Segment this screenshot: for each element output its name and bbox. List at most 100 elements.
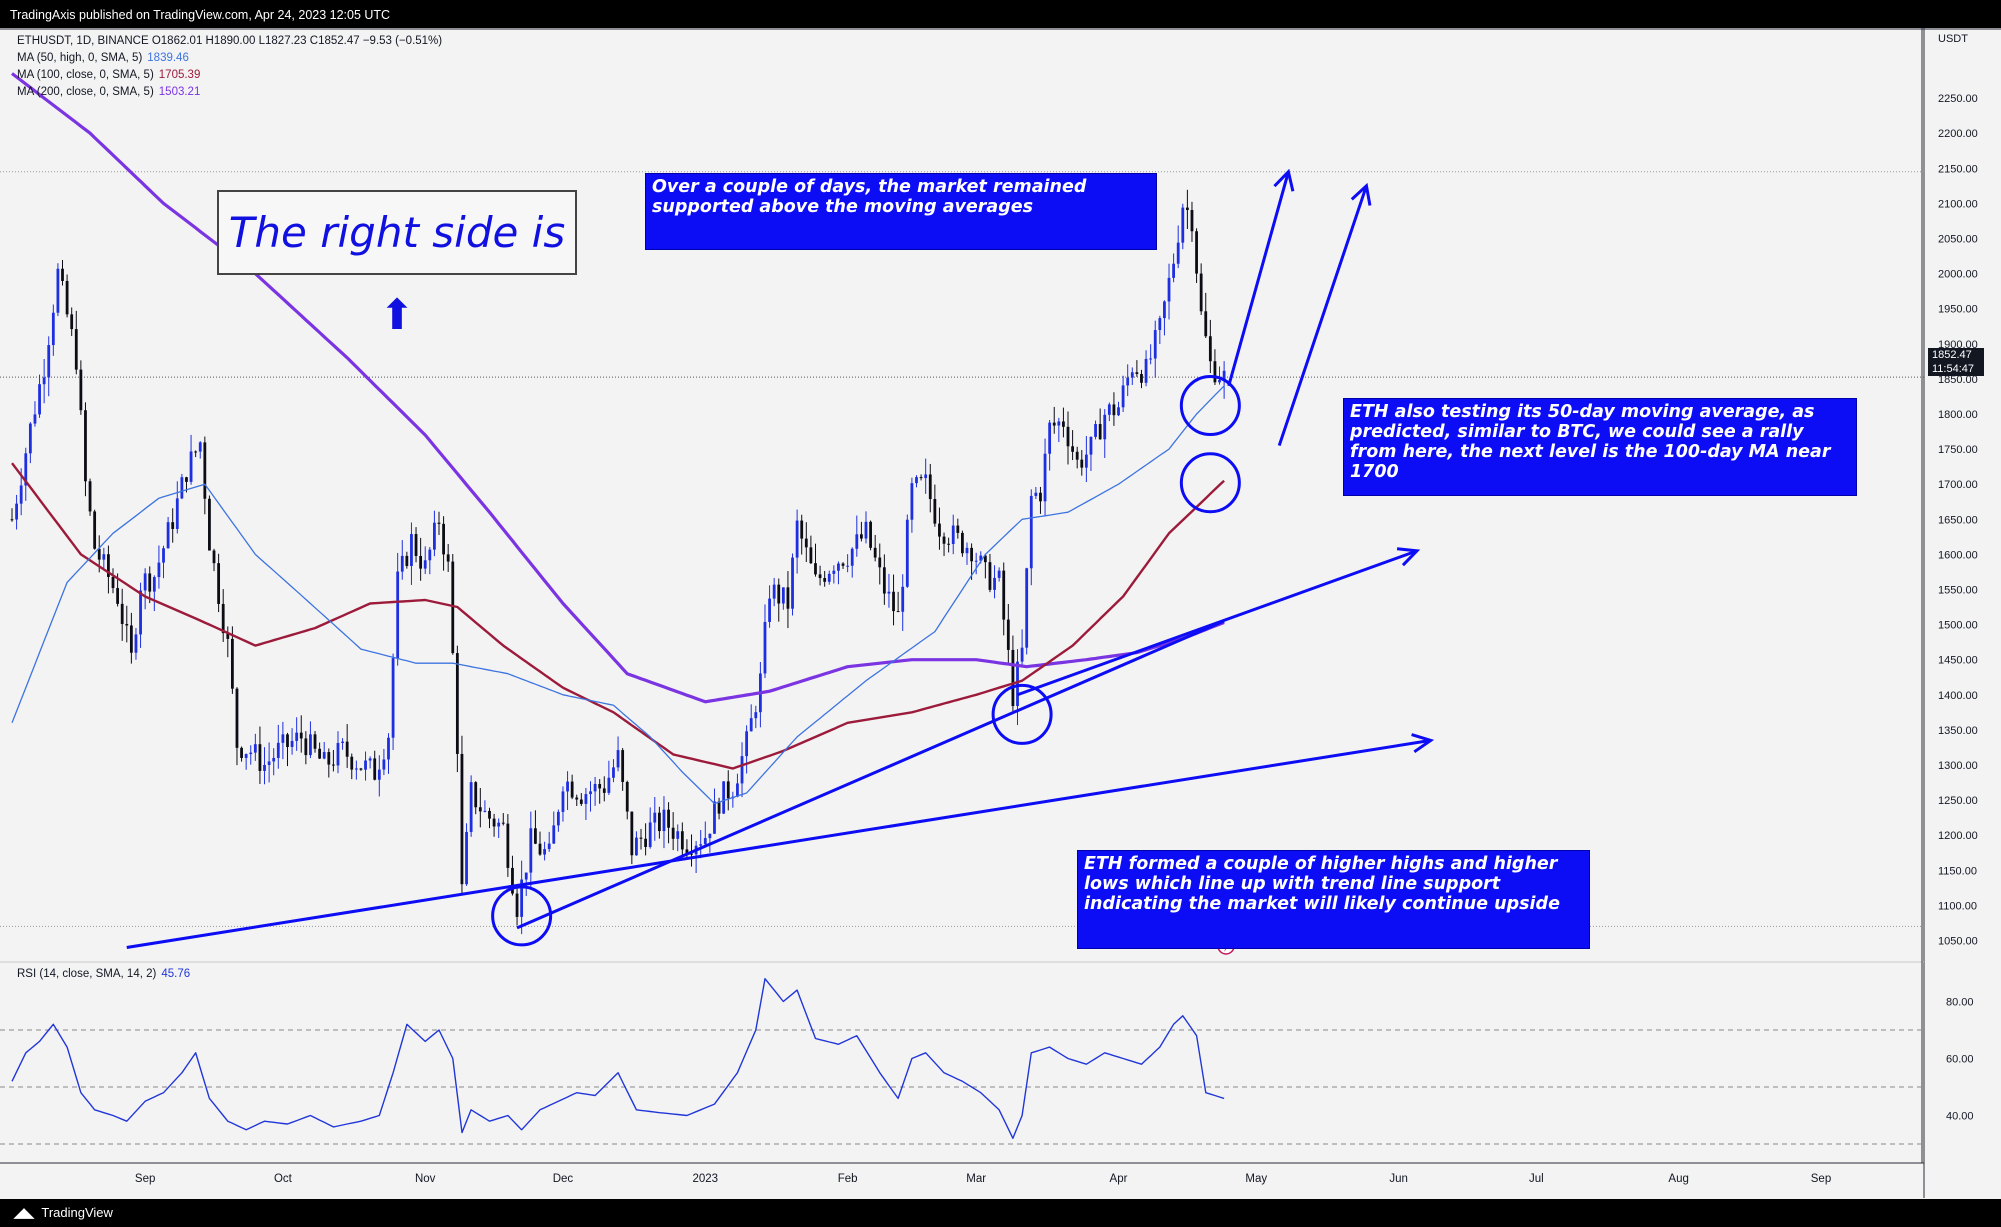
candle-body (1176, 242, 1180, 264)
candle-body (717, 801, 721, 814)
candle-body (1163, 301, 1166, 319)
candle-body (93, 511, 97, 549)
candle-body (561, 791, 565, 812)
time-tick-label: Oct (274, 1173, 293, 1185)
candle-body (212, 550, 216, 564)
candle-body (217, 563, 221, 604)
chart-area[interactable]: USDT 1050.00 1100.00 1150.00 1200.00 1250.00 1… (0, 28, 2001, 1199)
trendline-arrowhead (1396, 547, 1421, 567)
time-tick-label: Aug (1668, 1173, 1688, 1185)
candle-body (1153, 330, 1157, 359)
candle-body (322, 752, 326, 759)
candle-body (653, 812, 657, 823)
candle-body (88, 481, 92, 512)
ma200-value: 1503.21 (158, 86, 201, 98)
candle-body (61, 268, 64, 281)
candle-body (763, 621, 767, 674)
candle-body (832, 570, 836, 574)
price-tick-label: 1250.00 (1938, 795, 1978, 807)
candle-body (336, 742, 340, 766)
candle-body (809, 547, 813, 564)
ma200-legend[interactable]: MA (200, close, 0, SMA, 5) 1503.21 (17, 84, 200, 100)
candle-body (387, 737, 390, 760)
symbol-ohlc-text: ETHUSDT, 1D, BINANCE O1862.01 H1890.00 L… (17, 35, 443, 47)
candle-body (566, 781, 569, 792)
rsi-line (11, 978, 1225, 1139)
headline-text: The right side is (228, 208, 566, 257)
candle-body (451, 561, 455, 654)
price-tick-label: 1750.00 (1938, 444, 1978, 456)
candle-body (442, 523, 445, 555)
candle-body (258, 744, 262, 771)
candle-body (235, 688, 239, 748)
candle-body (286, 734, 289, 747)
candle-body (65, 280, 69, 315)
ma100-legend[interactable]: MA (100, close, 0, SMA, 5) 1705.39 (17, 67, 200, 83)
candle-body (423, 560, 427, 569)
price-tick-label: 1050.00 (1938, 935, 1978, 947)
candle-body (478, 807, 482, 812)
price-tick-label: 1800.00 (1938, 409, 1978, 421)
candle-body (901, 586, 905, 612)
candle-body (524, 872, 528, 880)
candle-body (1071, 446, 1075, 452)
candle-body (400, 555, 404, 572)
price-tick-label: 1650.00 (1938, 514, 1978, 526)
candle-body (345, 741, 349, 757)
candle-body (804, 538, 808, 548)
candle-body (1117, 407, 1120, 416)
time-tick-label: Feb (838, 1173, 858, 1185)
candle-body (102, 554, 106, 560)
candle-body (965, 547, 969, 554)
candle-body (240, 747, 243, 758)
price-tick-label: 1950.00 (1938, 304, 1978, 316)
candle-body (1144, 358, 1148, 383)
candle-body (662, 809, 666, 832)
candle-body (887, 591, 891, 594)
last-price: 1852.47 (1932, 349, 1972, 361)
candle-body (1190, 210, 1194, 232)
candle-body (299, 732, 303, 739)
candle-body (1213, 361, 1217, 383)
ma50-legend[interactable]: MA (50, high, 0, SMA, 5) 1839.46 (17, 50, 189, 66)
candle-body (534, 828, 537, 844)
ma50-line (11, 385, 1225, 805)
candle-body (713, 801, 716, 834)
candle-body (800, 520, 804, 539)
candle-body (589, 791, 592, 795)
candle-body (506, 823, 510, 868)
candle-body (882, 567, 886, 594)
candle-body (970, 547, 973, 562)
candle-body (639, 837, 643, 839)
candle-body (107, 554, 110, 577)
price-tick-label: 1200.00 (1938, 830, 1978, 842)
candle-body (19, 485, 23, 504)
highlight-circle (991, 683, 1053, 745)
candle-body (979, 555, 983, 561)
up-arrow-icon: ⬆ (379, 290, 415, 339)
candle-body (433, 522, 436, 550)
candle-body (1208, 336, 1212, 362)
candle-body (272, 757, 276, 762)
time-tick-label: Sep (1811, 1173, 1831, 1185)
candle-body (1218, 380, 1221, 383)
candle-body (896, 611, 900, 613)
candle-body (341, 741, 344, 743)
candle-body (667, 809, 670, 828)
symbol-legend[interactable]: ETHUSDT, 1D, BINANCE O1862.01 H1890.00 L… (17, 33, 442, 49)
price-tick-label: 1600.00 (1938, 549, 1978, 561)
rsi-tick-label: 60.00 (1946, 1054, 1974, 1066)
candle-body (1107, 404, 1111, 415)
candle-body (152, 577, 156, 592)
candle-body (501, 822, 505, 824)
candle-body (244, 754, 248, 758)
candle-body (892, 591, 895, 612)
candle-body (676, 831, 680, 839)
candle-body (777, 584, 781, 604)
candle-body (1204, 311, 1208, 337)
candle-body (1075, 451, 1079, 460)
candle-body (116, 588, 120, 604)
rsi-legend[interactable]: RSI (14, close, SMA, 14, 2) 45.76 (17, 966, 190, 982)
candle-body (511, 867, 514, 894)
candle-body (625, 781, 629, 812)
